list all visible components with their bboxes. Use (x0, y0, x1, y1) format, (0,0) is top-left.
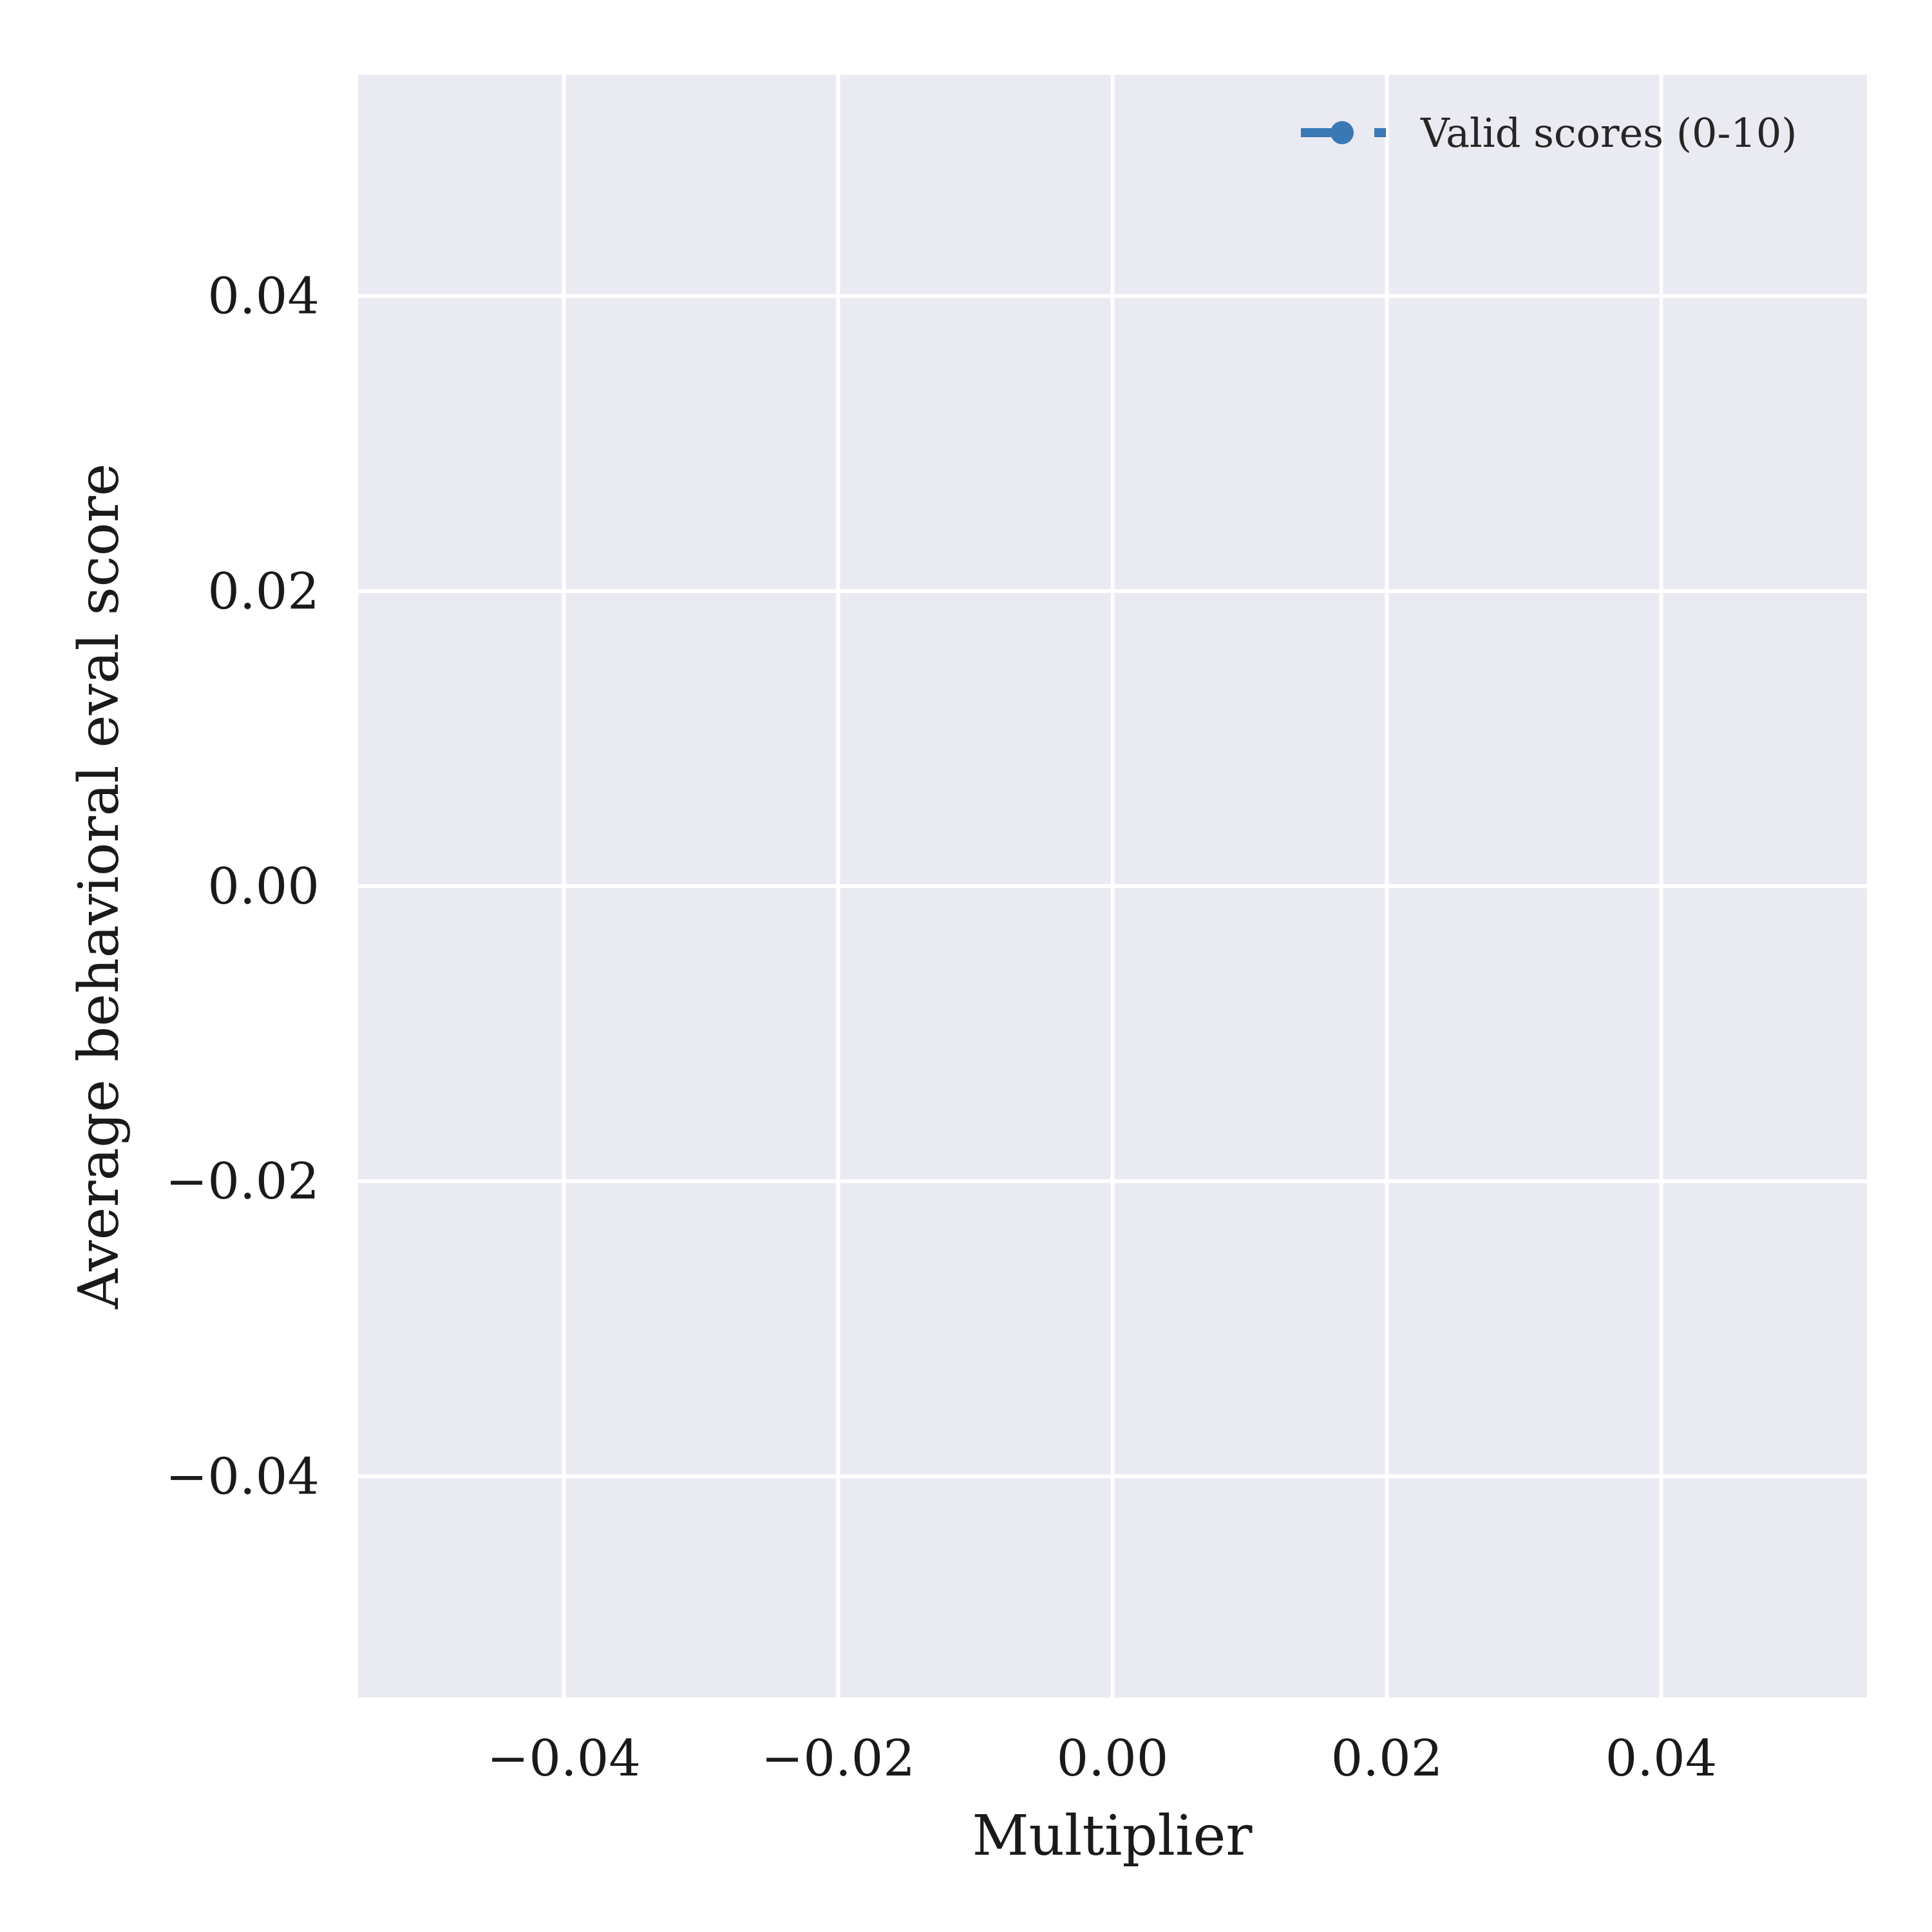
grid-lines (358, 75, 1867, 1698)
x-tick-label: 0.02 (1331, 1730, 1443, 1788)
x-tick-labels: −0.04 −0.02 0.00 0.02 0.04 (487, 1730, 1717, 1788)
legend-marker (1331, 121, 1354, 144)
x-tick-label: −0.02 (761, 1730, 915, 1788)
legend: Valid scores (0-10) (1301, 109, 1797, 156)
y-tick-label: −0.04 (166, 1448, 319, 1506)
y-axis-label: Average behavioral eval score (67, 463, 131, 1309)
y-tick-label: 0.02 (207, 563, 319, 621)
y-tick-label: 0.00 (207, 858, 319, 916)
y-tick-labels: −0.04 −0.02 0.00 0.02 0.04 (166, 268, 319, 1506)
x-tick-label: −0.04 (487, 1730, 641, 1788)
y-tick-label: 0.04 (207, 268, 319, 326)
y-tick-label: −0.02 (166, 1153, 319, 1211)
legend-label: Valid scores (0-10) (1420, 109, 1797, 156)
x-axis-label: Multiplier (972, 1804, 1253, 1868)
x-tick-label: 0.00 (1057, 1730, 1169, 1788)
x-tick-label: 0.04 (1605, 1730, 1718, 1788)
